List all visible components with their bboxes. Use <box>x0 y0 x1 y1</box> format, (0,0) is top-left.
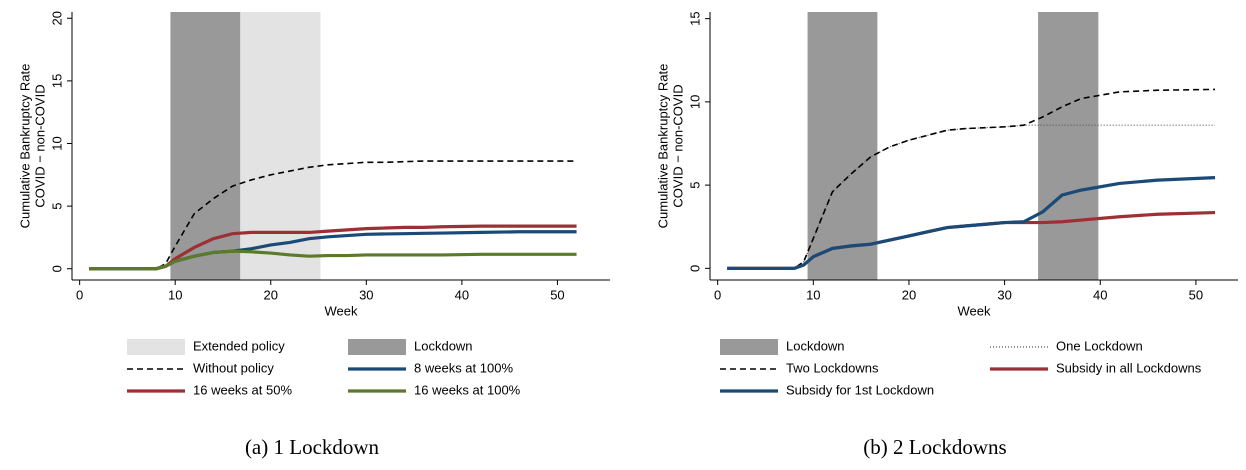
legend-label: 16 weeks at 50% <box>193 382 292 397</box>
x-tick-label: 30 <box>359 287 373 302</box>
x-axis-label: Week <box>958 303 991 318</box>
shaded-span <box>170 12 241 280</box>
y-tick-label: 0 <box>49 265 64 272</box>
y-tick-label: 10 <box>49 136 64 150</box>
legend-label: 16 weeks at 100% <box>414 382 521 397</box>
caption: (a) 1 Lockdown <box>245 435 380 459</box>
legend-label: Lockdown <box>414 338 473 353</box>
y-axis-label: COVID − non-COVID <box>32 84 47 207</box>
shaded-span <box>240 12 321 280</box>
x-tick-label: 40 <box>455 287 469 302</box>
x-tick-label: 20 <box>902 287 916 302</box>
x-tick-label: 10 <box>168 287 182 302</box>
caption: (b) 2 Lockdowns <box>863 435 1006 459</box>
y-tick-label: 0 <box>687 265 702 272</box>
x-tick-label: 40 <box>1093 287 1107 302</box>
x-tick-label: 30 <box>997 287 1011 302</box>
shaded-span <box>807 12 878 280</box>
y-tick-label: 10 <box>687 95 702 109</box>
series-line <box>89 230 577 271</box>
y-tick-label: 15 <box>687 11 702 25</box>
x-tick-label: 50 <box>1189 287 1203 302</box>
legend-label: Extended policy <box>193 338 285 353</box>
series-line <box>727 176 1216 270</box>
y-tick-label: 5 <box>49 202 64 209</box>
y-axis-label: COVID − non-COVID <box>670 84 685 207</box>
x-tick-label: 0 <box>714 287 721 302</box>
series-line <box>727 88 1216 270</box>
y-tick-label: 5 <box>687 182 702 189</box>
shaded-span <box>1038 12 1099 280</box>
x-tick-label: 10 <box>806 287 820 302</box>
legend-label: 8 weeks at 100% <box>414 360 513 375</box>
series-line <box>727 210 1216 270</box>
legend-label: Without policy <box>193 360 274 375</box>
y-axis-label: Cumulative Bankruptcy Rate <box>655 64 670 229</box>
legend-label: Two Lockdowns <box>786 360 879 375</box>
legend-swatch <box>127 339 185 355</box>
x-axis-label: Week <box>325 303 358 318</box>
y-tick-label: 20 <box>49 11 64 25</box>
legend-swatch <box>720 339 778 355</box>
legend-label: Subsidy for 1st Lockdown <box>786 382 934 397</box>
series-line <box>727 124 1216 269</box>
legend-label: Lockdown <box>786 338 845 353</box>
legend-swatch <box>348 339 406 355</box>
legend-label: One Lockdown <box>1056 338 1143 353</box>
x-tick-label: 0 <box>76 287 83 302</box>
y-tick-label: 15 <box>49 74 64 88</box>
series-line <box>89 160 577 270</box>
series-line <box>89 249 577 271</box>
y-axis-label: Cumulative Bankruptcy Rate <box>17 64 32 229</box>
legend-label: Subsidy in all Lockdowns <box>1056 360 1202 375</box>
x-tick-label: 50 <box>550 287 564 302</box>
x-tick-label: 20 <box>264 287 278 302</box>
